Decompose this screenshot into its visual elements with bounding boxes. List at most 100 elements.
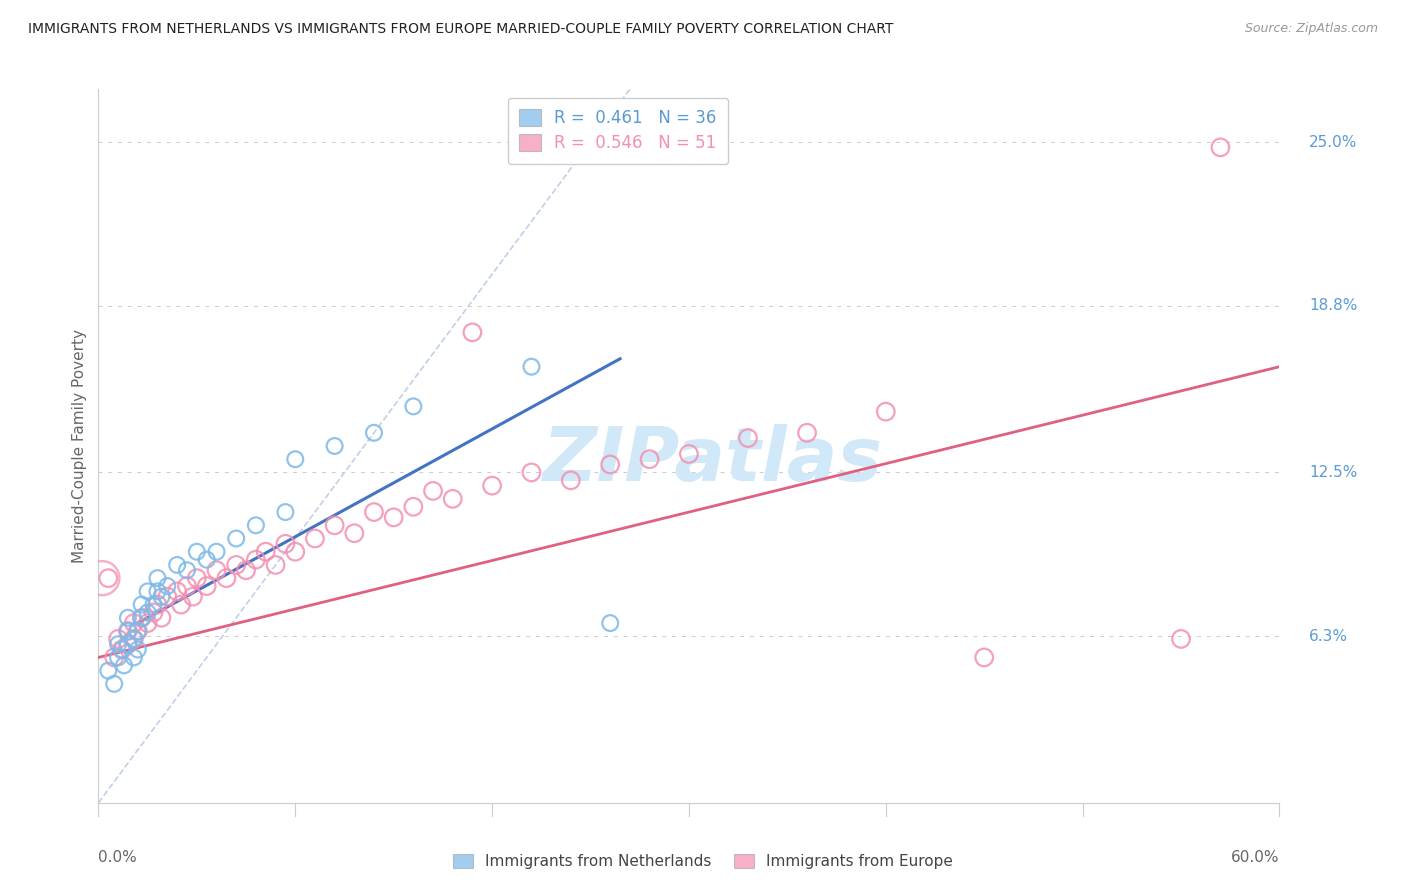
Point [107, 637, 129, 651]
Point [225, 558, 247, 572]
Point [225, 532, 247, 546]
Point [131, 611, 153, 625]
Point [264, 558, 287, 572]
Point [107, 650, 129, 665]
Point [111, 642, 134, 657]
Point [170, 598, 193, 612]
Point [245, 518, 267, 533]
Point [176, 563, 198, 577]
Point [146, 584, 169, 599]
Point [343, 526, 366, 541]
Point [166, 558, 188, 572]
Point [195, 552, 218, 566]
Point [363, 425, 385, 440]
Point [520, 359, 543, 374]
Text: 6.3%: 6.3% [1309, 629, 1348, 644]
Point [363, 505, 385, 519]
Point [254, 545, 277, 559]
Point [274, 537, 297, 551]
Point [91, 571, 114, 585]
Point [136, 584, 159, 599]
Point [111, 642, 134, 657]
Point [131, 611, 153, 625]
Point [195, 579, 218, 593]
Point [274, 505, 297, 519]
Point [284, 452, 307, 467]
Point [481, 478, 503, 492]
Point [156, 590, 179, 604]
Point [122, 632, 145, 646]
Point [323, 439, 346, 453]
Point [323, 518, 346, 533]
Legend: Immigrants from Netherlands, Immigrants from Europe: Immigrants from Netherlands, Immigrants … [447, 847, 959, 875]
Text: IMMIGRANTS FROM NETHERLANDS VS IMMIGRANTS FROM EUROPE MARRIED-COUPLE FAMILY POVE: IMMIGRANTS FROM NETHERLANDS VS IMMIGRANT… [28, 22, 893, 37]
Point [150, 590, 173, 604]
Point [284, 545, 307, 559]
Point [402, 400, 425, 414]
Point [122, 632, 145, 646]
Point [112, 658, 135, 673]
Point [117, 637, 139, 651]
Point [142, 598, 165, 612]
Point [678, 447, 700, 461]
Point [1209, 140, 1232, 154]
Point [1170, 632, 1192, 646]
Point [127, 624, 149, 638]
Point [304, 532, 326, 546]
Point [127, 642, 149, 657]
Text: 12.5%: 12.5% [1309, 465, 1357, 480]
Point [97, 571, 120, 585]
Point [560, 474, 582, 488]
Point [117, 611, 139, 625]
Point [103, 677, 125, 691]
Point [136, 606, 159, 620]
Point [441, 491, 464, 506]
Point [150, 611, 173, 625]
Text: Source: ZipAtlas.com: Source: ZipAtlas.com [1244, 22, 1378, 36]
Point [599, 616, 621, 631]
Point [176, 579, 198, 593]
Point [205, 545, 228, 559]
Text: 25.0%: 25.0% [1309, 135, 1357, 150]
Point [973, 650, 995, 665]
Point [205, 563, 228, 577]
Text: ZIPatlas: ZIPatlas [543, 424, 883, 497]
Point [215, 571, 238, 585]
Point [402, 500, 425, 514]
Point [142, 606, 165, 620]
Text: 0.0%: 0.0% [98, 850, 138, 865]
Point [136, 616, 159, 631]
Point [122, 616, 145, 631]
Point [127, 624, 149, 638]
Point [146, 571, 169, 585]
Text: 60.0%: 60.0% [1232, 850, 1279, 865]
Point [131, 598, 153, 612]
Point [186, 571, 208, 585]
Point [103, 650, 125, 665]
Point [146, 598, 169, 612]
Point [156, 579, 179, 593]
Point [599, 458, 621, 472]
Point [166, 584, 188, 599]
Point [638, 452, 661, 467]
Point [122, 650, 145, 665]
Point [875, 404, 897, 418]
Point [245, 552, 267, 566]
Point [107, 632, 129, 646]
Point [235, 563, 257, 577]
Point [117, 637, 139, 651]
Point [520, 466, 543, 480]
Point [97, 664, 120, 678]
Text: 18.8%: 18.8% [1309, 299, 1357, 313]
Point [796, 425, 818, 440]
Point [117, 624, 139, 638]
Point [422, 483, 444, 498]
Legend: R =  0.461   N = 36, R =  0.546   N = 51: R = 0.461 N = 36, R = 0.546 N = 51 [508, 97, 728, 164]
Point [186, 545, 208, 559]
Point [117, 624, 139, 638]
Point [737, 431, 759, 445]
Point [181, 590, 204, 604]
Point [461, 326, 484, 340]
Y-axis label: Married-Couple Family Poverty: Married-Couple Family Poverty [72, 329, 87, 563]
Point [382, 510, 405, 524]
